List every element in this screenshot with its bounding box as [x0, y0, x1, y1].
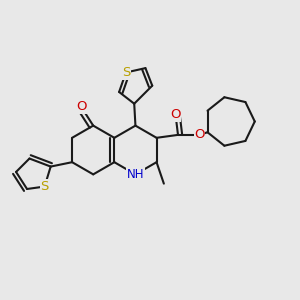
Text: S: S [122, 66, 130, 79]
Text: O: O [194, 128, 205, 141]
Text: NH: NH [127, 168, 144, 181]
Text: O: O [170, 108, 181, 122]
Text: S: S [40, 180, 49, 193]
Text: O: O [76, 100, 86, 113]
